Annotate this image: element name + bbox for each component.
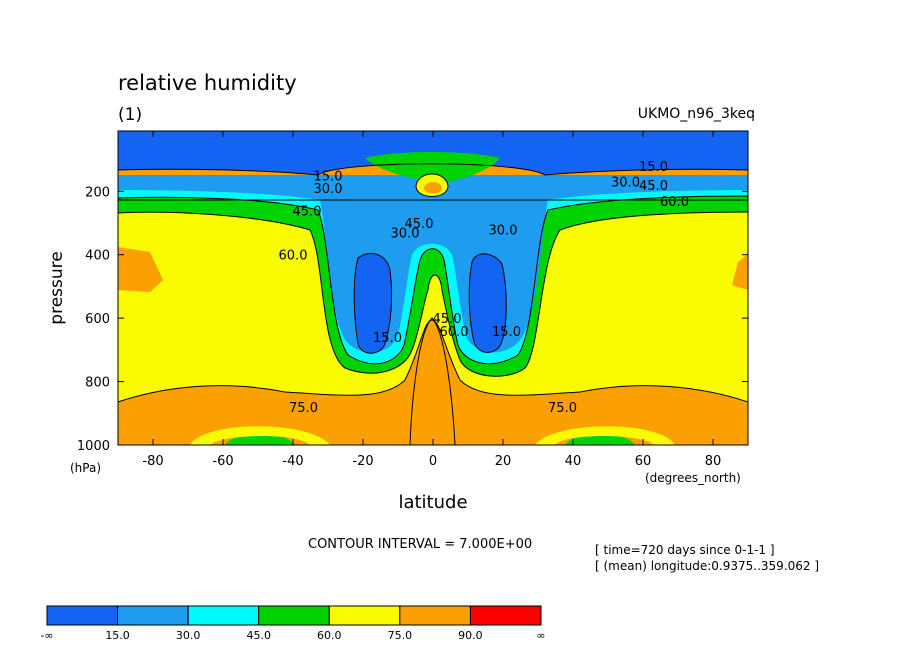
x-axis-units: (degrees_north) — [645, 471, 741, 485]
y-tick-label: 200 — [85, 185, 110, 200]
contour-label: 30.0 — [314, 182, 343, 197]
y-tick-label: 800 — [85, 376, 110, 391]
y-axis-units: (hPa) — [70, 461, 101, 475]
x-tick-label: -20 — [352, 454, 373, 469]
x-tick-label: 80 — [705, 454, 722, 469]
chart-title: relative humidity — [118, 71, 297, 95]
colorbar-swatch — [328, 605, 401, 626]
contour-label: 60.0 — [660, 195, 689, 210]
colorbar-label: 75.0 — [388, 629, 413, 642]
colorbar-label: 45.0 — [246, 629, 271, 642]
colorbar-swatch — [399, 605, 471, 626]
contour-interval-text: CONTOUR INTERVAL = 7.000E+00 — [308, 537, 532, 552]
y-axis-label: pressure — [47, 251, 67, 324]
x-tick-label: -80 — [142, 454, 163, 469]
x-tick-label: -60 — [212, 454, 233, 469]
colorbar-swatch — [117, 605, 189, 626]
colorbar-label: 30.0 — [176, 629, 201, 642]
contour-label: 30.0 — [611, 176, 640, 191]
x-axis-label: latitude — [398, 492, 467, 513]
units-label: (1) — [118, 105, 142, 125]
colorbar-swatch — [258, 605, 330, 626]
colorbar-swatch — [469, 605, 542, 626]
fill-60-75 — [118, 200, 748, 402]
fill-orange-upper-core — [424, 182, 442, 194]
contour-label: 15.0 — [639, 160, 668, 175]
y-tick-label: 400 — [85, 249, 110, 264]
longitude-note: [ (mean) longitude:0.9375..359.062 ] — [595, 559, 819, 573]
contour-label: 15.0 — [492, 325, 521, 340]
contour-label: 45.0 — [405, 217, 434, 232]
y-axis: 200 400 600 800 1000 — [77, 185, 748, 454]
colorbar-swatch — [46, 605, 119, 626]
fill-yellow-bottom-left — [190, 426, 330, 445]
contour-label: 15.0 — [373, 331, 402, 346]
x-axis: -80 -60 -40 -20 0 20 40 60 80 — [142, 131, 721, 469]
contour-label: 30.0 — [391, 226, 420, 241]
contour-label: 45.0 — [639, 179, 668, 194]
x-tick-label: 60 — [635, 454, 652, 469]
contour-label: 75.0 — [548, 401, 577, 416]
fill-orange-left-blob — [118, 247, 163, 292]
contour-label: 60.0 — [440, 325, 469, 340]
x-tick-label: 40 — [565, 454, 582, 469]
fill-green-top-arch — [365, 152, 500, 182]
contour-label: 45.0 — [293, 204, 322, 219]
x-tick-label: 20 — [495, 454, 512, 469]
x-tick-label: 0 — [429, 454, 437, 469]
colorbar-label: ∞ — [536, 629, 545, 642]
colorbar-label: -∞ — [40, 629, 53, 642]
contour-labels: 15.030.045.060.075.030.045.015.045.060.0… — [279, 160, 689, 416]
y-tick-label: 1000 — [77, 439, 110, 454]
fill-lt15-left-cell — [354, 253, 392, 354]
contour-field — [118, 131, 748, 445]
fill-yellow-bottom-right — [535, 426, 675, 445]
fill-lt15-right-cell — [469, 253, 507, 353]
colorbar-swatch — [187, 605, 260, 626]
fill-15-30 — [118, 175, 748, 353]
colorbar-label: 60.0 — [317, 629, 342, 642]
time-note: [ time=720 days since 0-1-1 ] — [595, 543, 775, 557]
x-tick-label: -40 — [282, 454, 303, 469]
fill-orange-right-blob — [732, 254, 748, 290]
contour-label: 45.0 — [433, 312, 462, 327]
contour-lines — [118, 163, 748, 445]
colorbar-label: 15.0 — [105, 629, 130, 642]
y-tick-label: 600 — [85, 312, 110, 327]
dataset-label: UKMO_n96_3keq — [638, 106, 755, 122]
contour-label: 75.0 — [289, 401, 318, 416]
contour-label: 30.0 — [489, 223, 518, 238]
colorbar-label: 90.0 — [458, 629, 483, 642]
contour-label: 60.0 — [279, 249, 308, 264]
contour-label: 15.0 — [314, 169, 343, 184]
colorbar: -∞ 15.0 30.0 45.0 60.0 75.0 90.0 ∞ — [40, 605, 546, 642]
